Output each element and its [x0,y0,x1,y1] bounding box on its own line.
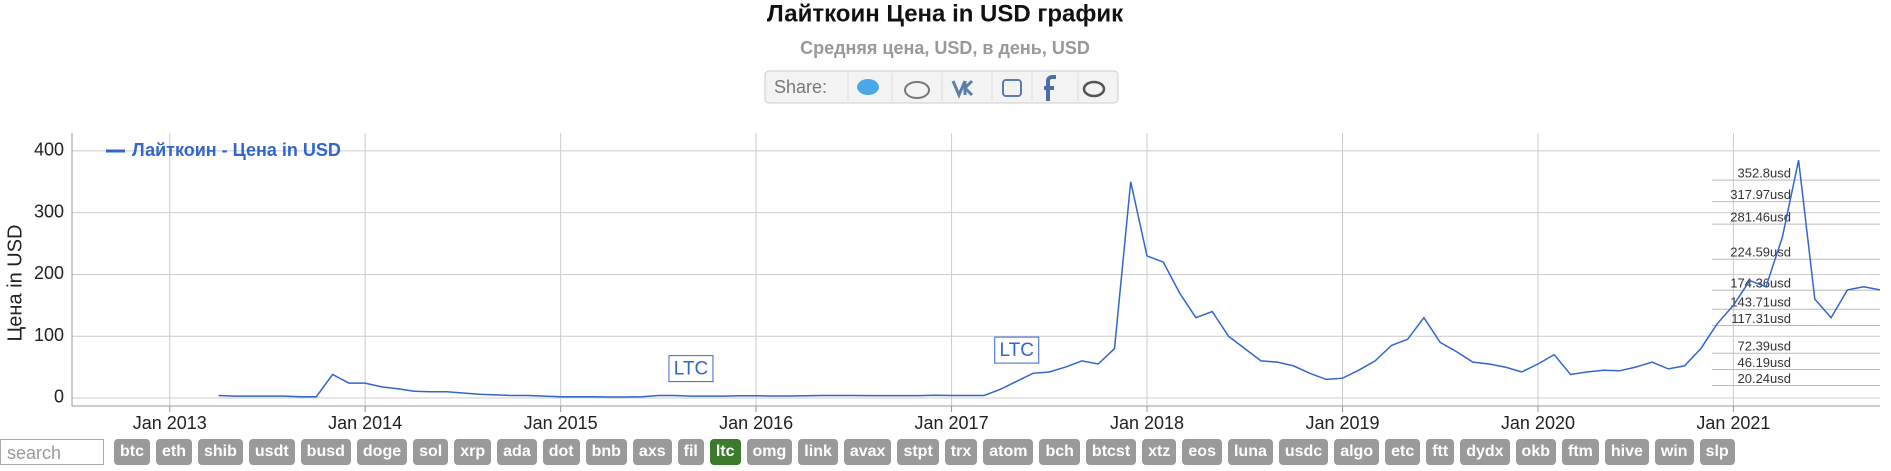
reddit-icon[interactable] [904,81,930,99]
coin-button[interactable]: bch [1039,439,1080,465]
ref-label: 20.24usd [1738,371,1792,386]
y-tick-label: 300 [34,201,64,221]
ref-label: 317.97usd [1730,187,1791,202]
coin-button[interactable]: algo [1334,439,1380,465]
coin-button[interactable]: xtz [1142,439,1177,465]
x-tick-label: Jan 2017 [915,413,989,433]
x-tick-label: Jan 2013 [133,413,207,433]
coin-button[interactable]: doge [356,439,408,465]
coin-button[interactable]: win [1654,439,1694,465]
x-tick-label: Jan 2021 [1696,413,1770,433]
y-tick-label: 0 [54,387,64,407]
ref-label: 117.31usd [1731,311,1791,326]
coin-button[interactable]: bnb [585,439,627,465]
bottom-bar: search btc eth shib usdt busd doge sol xrp ada do… [0,439,1735,465]
coin-button[interactable]: sol [413,439,449,465]
coin-button[interactable]: eos [1182,439,1222,465]
chart: Лайткоин Цена in USD график Средняя цена… [4,0,1881,433]
coin-button[interactable]: fil [677,439,704,465]
coin-button[interactable]: luna [1227,439,1273,465]
coin-button[interactable]: usdt [248,439,295,465]
coin-button[interactable]: stpt [897,439,939,465]
twitter-icon[interactable] [857,79,879,95]
chart-subtitle: Средняя цена, USD, в день, USD [800,38,1090,58]
coin-button[interactable]: slp [1699,439,1735,465]
coin-button[interactable]: btcst [1085,439,1137,465]
weibo-icon[interactable] [1082,80,1106,98]
coin-button[interactable]: etc [1385,439,1421,465]
annotation-text: LTC [674,359,708,380]
coin-button[interactable]: usdc [1278,439,1329,465]
coin-button[interactable]: ftt [1426,439,1455,465]
coin-button[interactable]: trx [944,439,978,465]
chart-title: Лайткоин Цена in USD график [767,0,1124,27]
y-axis-title: Цена in USD [4,225,26,342]
y-tick-label: 100 [34,325,64,345]
coin-button[interactable]: ada [497,439,537,465]
share-icons[interactable] [847,73,1106,101]
facebook-icon[interactable] [1044,75,1056,101]
coin-button[interactable]: busd [300,439,351,465]
ref-label: 174.36usd [1730,276,1791,291]
coin-button[interactable]: eth [156,439,192,465]
annotation-box [994,336,1040,364]
x-tick-label: Jan 2018 [1110,413,1184,433]
y-tick-label: 200 [34,263,64,283]
vk-icon[interactable] [951,79,974,99]
ref-label: 281.46usd [1730,210,1791,225]
coin-button[interactable]: dydx [1460,439,1510,465]
x-tick-label: Jan 2020 [1501,413,1575,433]
coin-button[interactable]: atom [983,439,1034,465]
coin-button[interactable]: dot [542,439,580,465]
coin-button[interactable]: avax [843,439,892,465]
legend-label: Лайткоин - Цена in USD [132,140,341,160]
ref-label: 352.8usd [1738,166,1792,181]
ref-label: 143.71usd [1730,295,1791,310]
share-label: Share: [774,77,827,97]
coin-button[interactable]: okb [1515,439,1556,465]
coin-button[interactable]: shib [198,439,243,465]
coin-button[interactable]: xrp [454,439,492,465]
coin-button[interactable]: link [798,439,838,465]
coin-button[interactable]: btc [114,439,150,465]
x-tick-label: Jan 2014 [328,413,402,433]
coin-button[interactable]: ftm [1562,439,1599,465]
like-icon[interactable] [1002,79,1022,97]
search-input[interactable]: search [0,439,104,465]
annotation-text: LTC [999,340,1033,361]
price-line [218,160,1881,398]
x-tick-label: Jan 2019 [1305,413,1379,433]
x-tick-label: Jan 2015 [524,413,598,433]
share-bar: Share: [764,70,1119,104]
coin-button[interactable]: axs [632,439,672,465]
annotation-box [668,355,714,383]
coin-button[interactable]: ltc [709,439,741,465]
coin-button[interactable]: hive [1604,439,1649,465]
coin-button[interactable]: omg [746,439,793,465]
ref-label: 46.19usd [1738,355,1792,370]
ref-label: 224.59usd [1730,245,1791,260]
y-tick-label: 400 [34,140,64,160]
x-tick-label: Jan 2016 [719,413,793,433]
ref-label: 72.39usd [1738,339,1792,354]
